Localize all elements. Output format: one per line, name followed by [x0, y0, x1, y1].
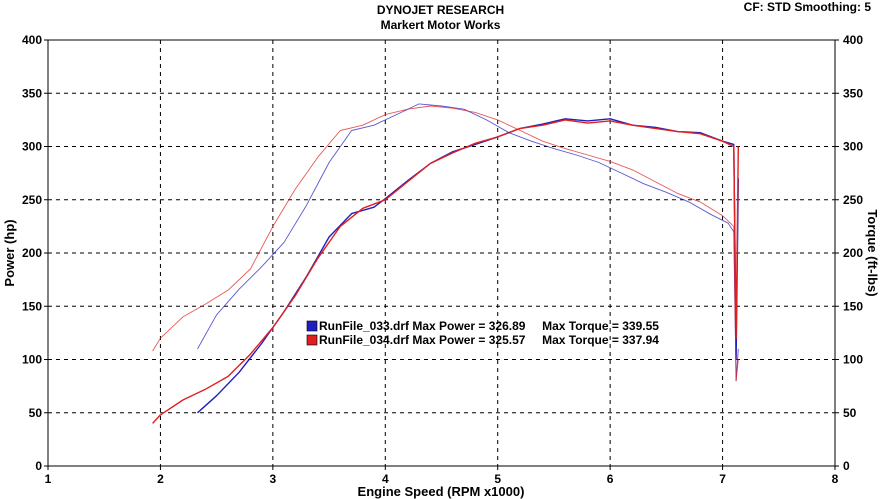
x-tick-label: 1: [45, 472, 52, 486]
legend-entry: RunFile_034.drf Max Power = 325.57 Max T…: [319, 333, 659, 347]
y2-tick-label: 250: [843, 193, 863, 207]
x-tick-label: 4: [382, 472, 389, 486]
y-tick-label: 50: [29, 406, 43, 420]
legend-swatch: [306, 320, 318, 332]
x-axis-label: Engine Speed (RPM x1000): [358, 484, 525, 499]
cf-smoothing-info: CF: STD Smoothing: 5: [743, 0, 871, 14]
y-tick-label: 350: [22, 86, 42, 100]
grid-lines: [48, 40, 835, 466]
y-axis-label-right: Torque (ft-lbs): [865, 209, 880, 296]
y2-tick-label: 100: [843, 353, 863, 367]
chart-subtitle: Markert Motor Works: [380, 18, 501, 32]
y2-tick-label: 50: [843, 406, 857, 420]
series-lines: [152, 103, 739, 424]
x-tick-label: 6: [607, 472, 614, 486]
y-tick-label: 300: [22, 140, 42, 154]
y2-tick-label: 0: [843, 459, 850, 473]
legend-entry: RunFile_033.drf Max Power = 326.89 Max T…: [319, 319, 659, 333]
x-tick-label: 7: [719, 472, 726, 486]
y2-tick-label: 150: [843, 299, 863, 313]
y2-tick-label: 300: [843, 140, 863, 154]
chart-title: DYNOJET RESEARCH: [376, 3, 505, 17]
y-axis-left-ticks: 0 50 100 150 200 250 300 350 400: [22, 33, 48, 473]
series-line-torque-runfile-034-drf: [152, 105, 739, 382]
legend-swatch: [306, 334, 318, 346]
x-tick-label: 5: [494, 472, 501, 486]
y-tick-label: 200: [22, 246, 42, 260]
y2-tick-label: 400: [843, 33, 863, 47]
y-tick-label: 100: [22, 353, 42, 367]
y-tick-label: 250: [22, 193, 42, 207]
x-tick-label: 2: [157, 472, 164, 486]
series-line-power-runfile-034-drf: [152, 119, 739, 424]
series-line-torque-runfile-033-drf: [197, 103, 739, 382]
legend: RunFile_033.drf Max Power = 326.89 Max T…: [306, 319, 659, 347]
y-tick-label: 0: [35, 459, 42, 473]
y2-tick-label: 200: [843, 246, 863, 260]
y2-tick-label: 350: [843, 86, 863, 100]
y-axis-label-left: Power (hp): [2, 219, 17, 286]
x-axis-ticks: 1 2 3 4 5 6 7 8: [45, 466, 839, 486]
y-tick-label: 400: [22, 33, 42, 47]
x-tick-label: 8: [832, 472, 839, 486]
y-tick-label: 150: [22, 299, 42, 313]
y-axis-right-ticks: 0 50 100 150 200 250 300 350 400: [835, 33, 863, 473]
x-tick-label: 3: [270, 472, 277, 486]
